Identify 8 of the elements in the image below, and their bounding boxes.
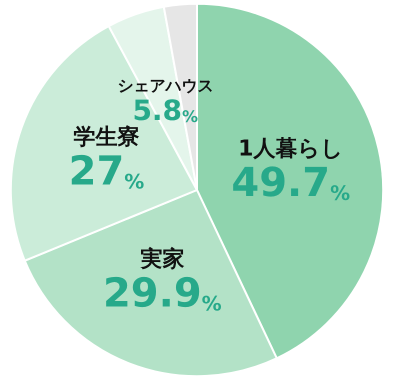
slice-label: 1人暮らし [238,136,344,162]
data-label: 5.8% [132,94,198,127]
data-label: 29.9% [102,270,222,317]
data-label: 27% [68,148,144,195]
slice-label: 学生寮 [74,125,140,150]
slice-label: 実家 [139,246,184,272]
data-label: 49.7% [231,160,350,206]
slice-label: シェアハウス [117,76,214,95]
